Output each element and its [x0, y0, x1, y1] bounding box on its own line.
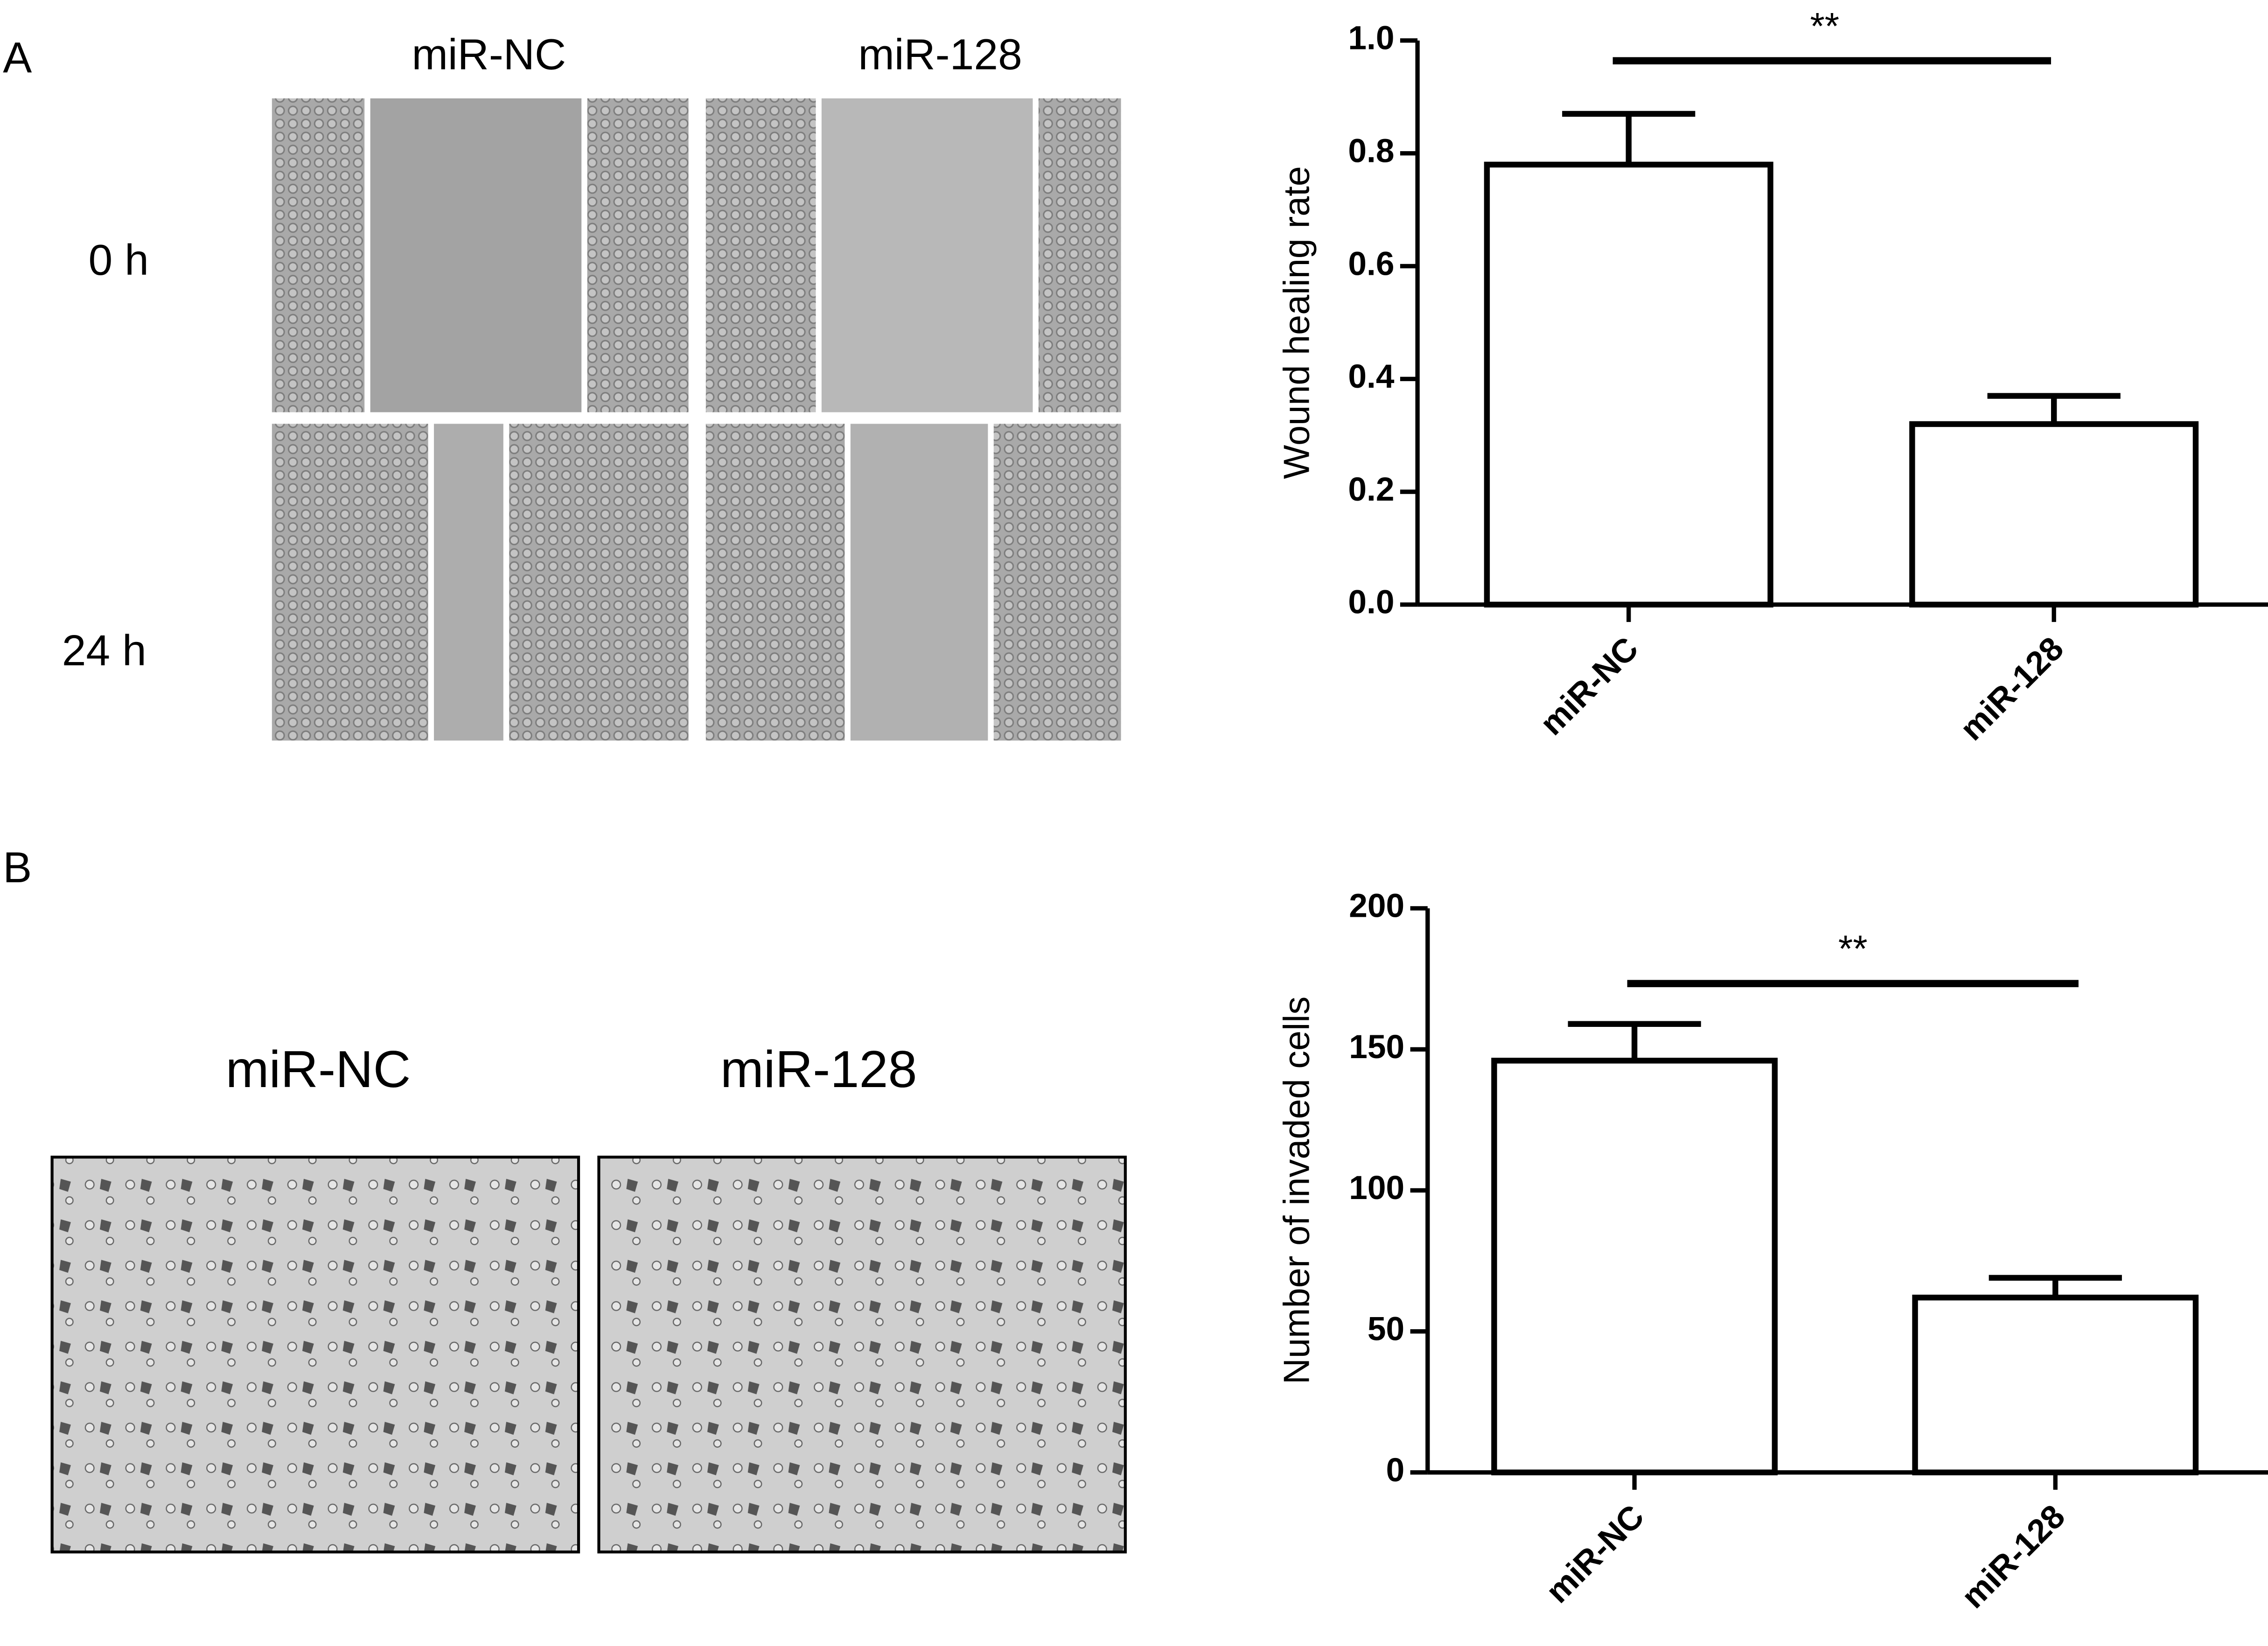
column-label: miR-128 — [720, 1040, 917, 1098]
y-axis-label: Number of invaded cells — [1277, 997, 1317, 1384]
bar — [1909, 421, 2199, 608]
bar — [1912, 1294, 2199, 1476]
significance-label: ** — [1810, 5, 1839, 47]
y-tick-label: 0.8 — [1348, 132, 1394, 169]
y-tick-label: 200 — [1349, 887, 1404, 925]
y-tick-label: 150 — [1349, 1028, 1404, 1066]
y-tick-label: 0.4 — [1348, 358, 1394, 395]
x-tick-label: miR-128 — [1953, 630, 2071, 748]
bar — [1484, 161, 1773, 608]
y-tick-label: 0.0 — [1348, 584, 1394, 621]
wound-images — [272, 98, 1121, 741]
y-tick-label: 1.0 — [1348, 20, 1394, 57]
y-axis-label: Wound healing rate — [1277, 166, 1317, 479]
y-tick-label: 100 — [1349, 1169, 1404, 1207]
panel-label: B — [3, 843, 32, 892]
invasion-images — [50, 1156, 1127, 1554]
significance-label: ** — [1838, 928, 1868, 970]
column-label: miR-NC — [412, 30, 566, 79]
bar — [1491, 1058, 1778, 1476]
row-label: 0 h — [89, 236, 149, 284]
panel-label: A — [3, 33, 32, 82]
y-tick-label: 0.2 — [1348, 471, 1394, 508]
y-tick-label: 0.6 — [1348, 245, 1394, 282]
x-tick-label: miR-NC — [1539, 1498, 1651, 1610]
column-label: miR-128 — [858, 30, 1022, 79]
y-tick-label: 0 — [1386, 1451, 1405, 1489]
row-label: 24 h — [62, 626, 147, 675]
column-label: miR-NC — [226, 1040, 411, 1098]
y-tick-label: 50 — [1368, 1311, 1404, 1348]
x-tick-label: miR-128 — [1954, 1498, 2073, 1616]
x-tick-label: miR-NC — [1533, 630, 1645, 742]
